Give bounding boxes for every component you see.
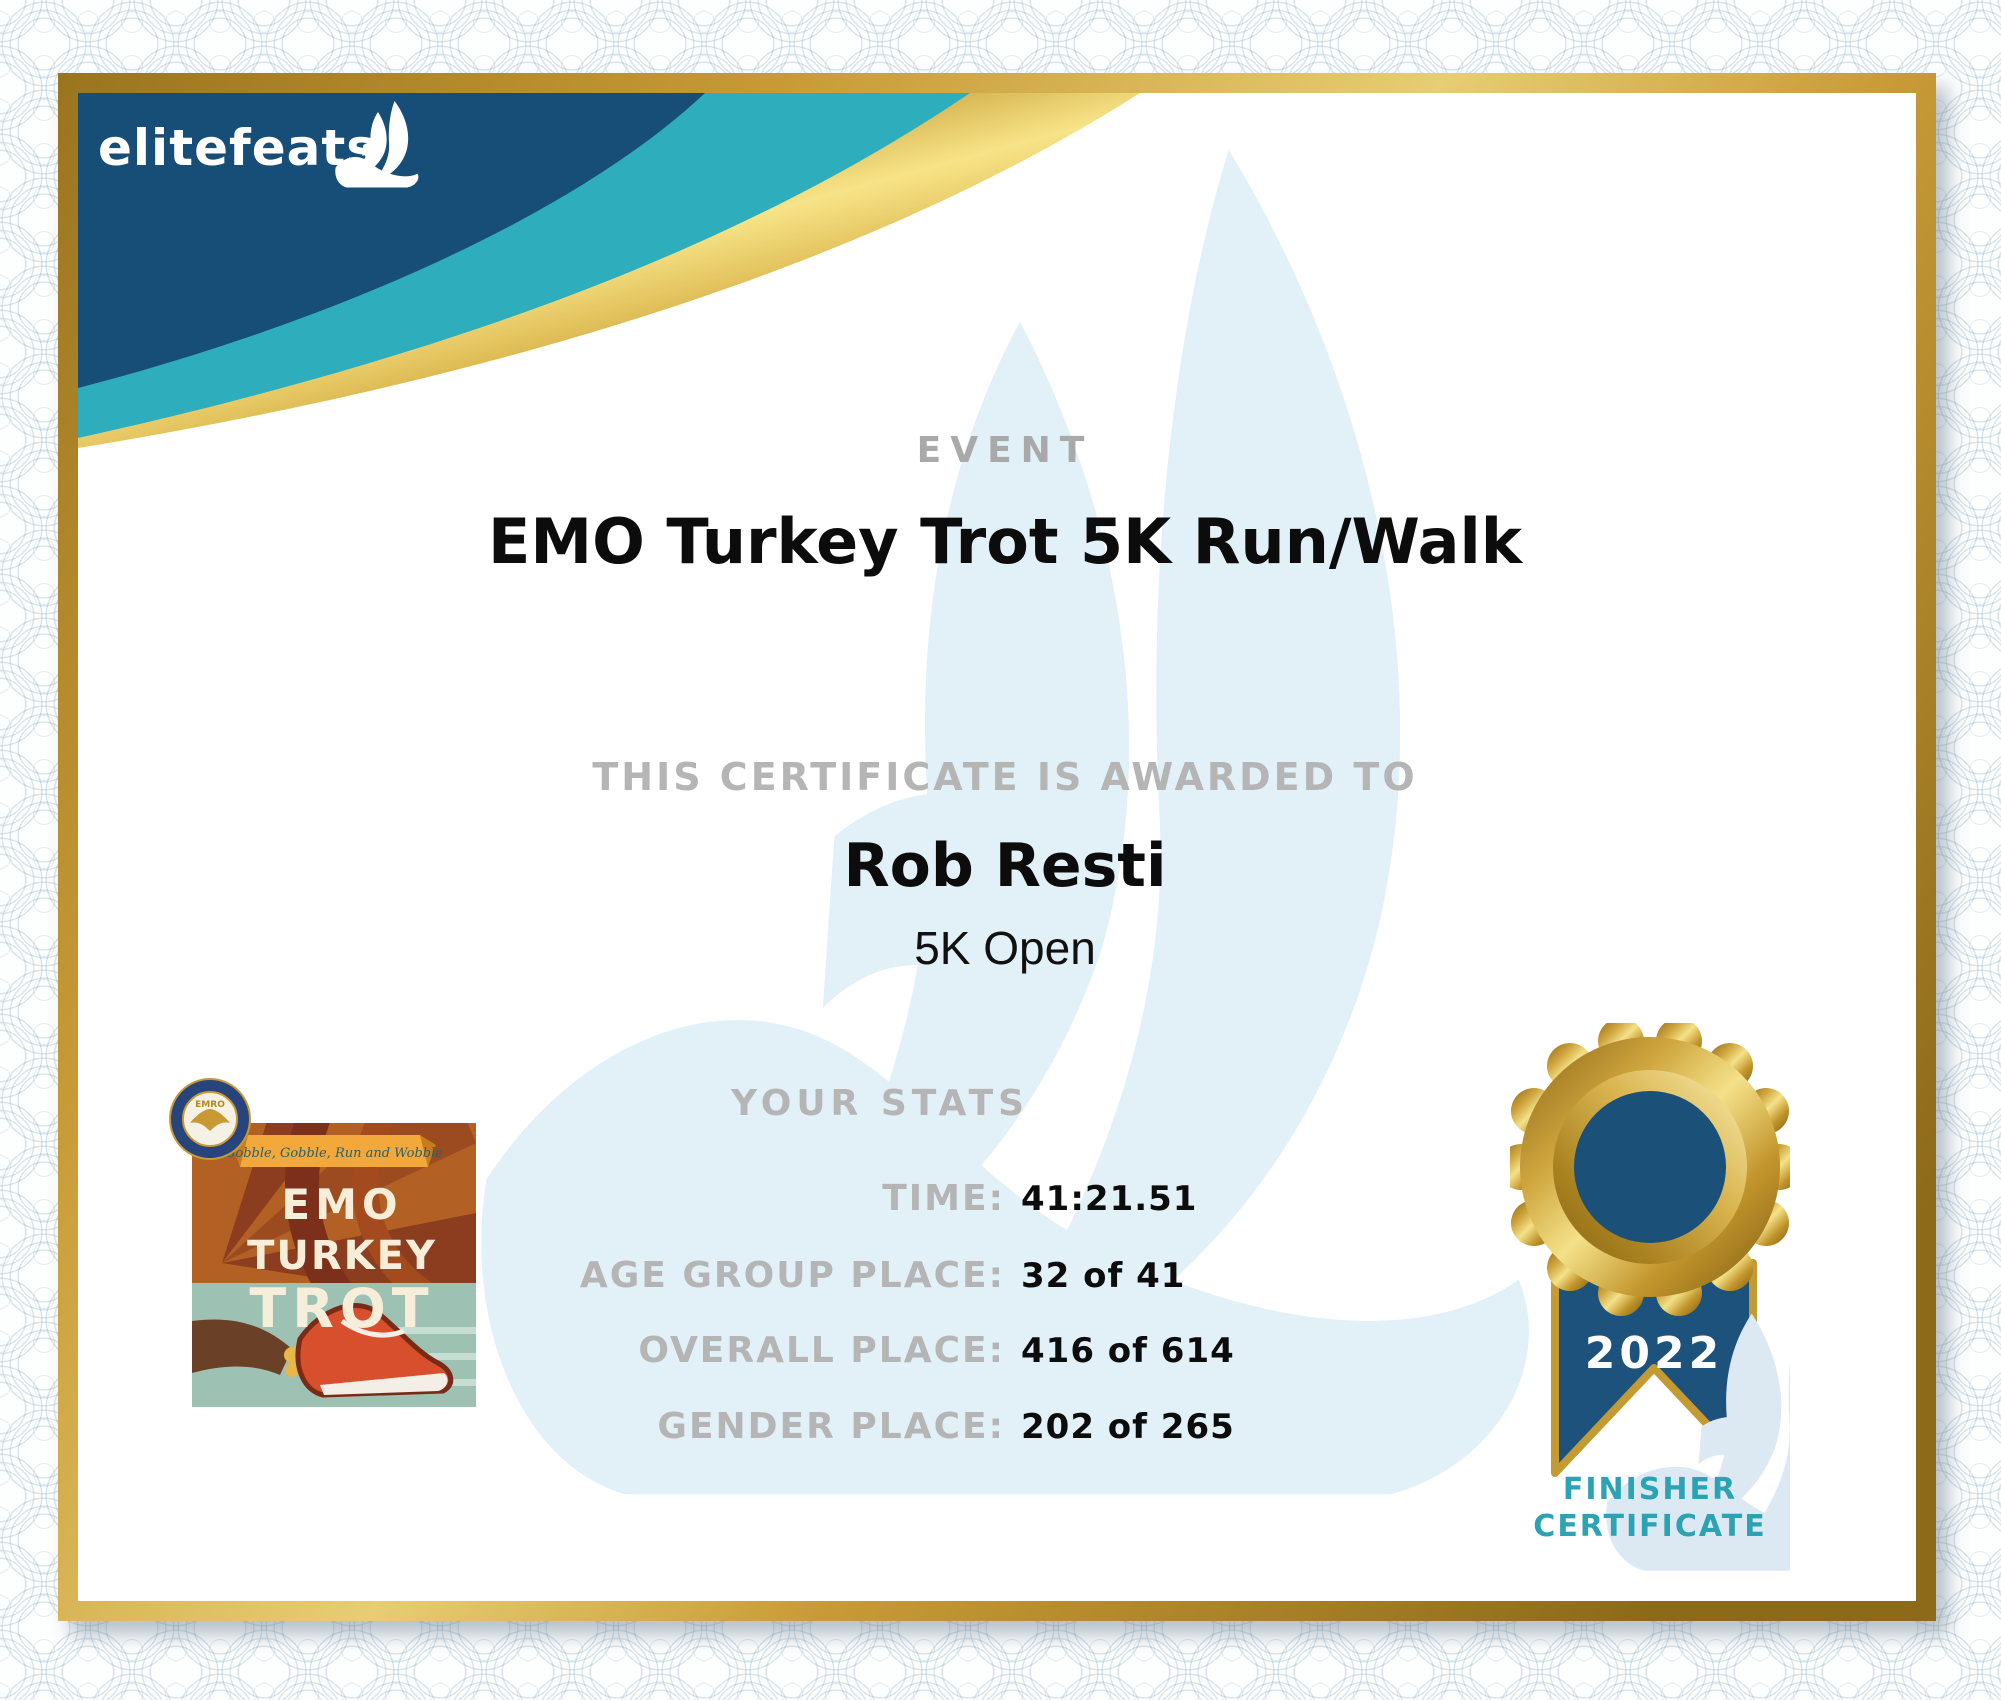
stat-value: 32 of 41 — [1021, 1256, 1186, 1296]
medal-graphic: 2022 — [1498, 1018, 1790, 1601]
stat-row-gender-place: GENDER PLACE: 202 of 265 — [78, 1406, 1916, 1447]
finisher-certificate-caption: FINISHER CERTIFICATE — [1510, 1471, 1790, 1545]
school-seal-badge: EMRO — [169, 1078, 251, 1160]
event-label: EVENT — [916, 430, 1094, 471]
badge-text: EMRO — [195, 1100, 225, 1110]
medal-rosette — [1498, 1018, 1790, 1571]
stat-label: OVERALL PLACE: — [638, 1330, 1005, 1371]
recipient-name: Rob Resti — [843, 831, 1167, 901]
brand-winged-foot-icon — [332, 101, 424, 193]
logo-banner-text: Gobble, Gobble, Run and Wobble — [225, 1146, 443, 1161]
gold-frame: elitefeats EVENT EMO Turkey Trot 5K Run/… — [58, 73, 1936, 1621]
logo-title-line: EMO — [281, 1180, 402, 1229]
navy-curve — [78, 93, 705, 388]
your-stats-heading: YOUR STATS — [730, 1083, 1030, 1124]
event-logo: Gobble, Gobble, Run and Wobble EMO TURKE… — [169, 976, 699, 1407]
division-name: 5K Open — [914, 922, 1096, 974]
turkey-leg-and-sneaker — [192, 1303, 454, 1398]
stat-row-time: TIME: 41:21.51 — [78, 1178, 1916, 1219]
stat-label: TIME: — [882, 1178, 1005, 1219]
event-name: EMO Turkey Trot 5K Run/Walk — [488, 505, 1522, 578]
caption-line: FINISHER — [1562, 1472, 1738, 1507]
awarded-to-label: THIS CERTIFICATE IS AWARDED TO — [592, 755, 1418, 799]
stat-label: GENDER PLACE: — [657, 1406, 1005, 1447]
certificate-body: elitefeats EVENT EMO Turkey Trot 5K Run/… — [78, 93, 1916, 1601]
medal-year: 2022 — [1585, 1328, 1723, 1379]
caption-line: CERTIFICATE — [1533, 1509, 1767, 1544]
finisher-medal: 2022 — [1498, 1018, 1790, 1601]
event-logo-art: Gobble, Gobble, Run and Wobble EMO TURKE… — [192, 976, 699, 1407]
brand-logo-text: elitefeats — [98, 119, 378, 177]
logo-title-line: TROT — [249, 1277, 434, 1340]
stat-value: 41:21.51 — [1021, 1179, 1198, 1219]
logo-title-line: TURKEY — [247, 1233, 437, 1279]
stat-row-overall-place: OVERALL PLACE: 416 of 614 — [78, 1330, 1916, 1371]
badge-eagle-icon — [190, 1109, 230, 1131]
stat-label: AGE GROUP PLACE: — [579, 1255, 1005, 1296]
logo-title: EMO TURKEY TROT — [247, 1180, 437, 1340]
stat-value: 202 of 265 — [1021, 1407, 1235, 1447]
logo-banner: Gobble, Gobble, Run and Wobble — [225, 1135, 443, 1167]
stat-value: 416 of 614 — [1021, 1331, 1235, 1371]
stat-row-age-group-place: AGE GROUP PLACE: 32 of 41 — [78, 1255, 1916, 1296]
